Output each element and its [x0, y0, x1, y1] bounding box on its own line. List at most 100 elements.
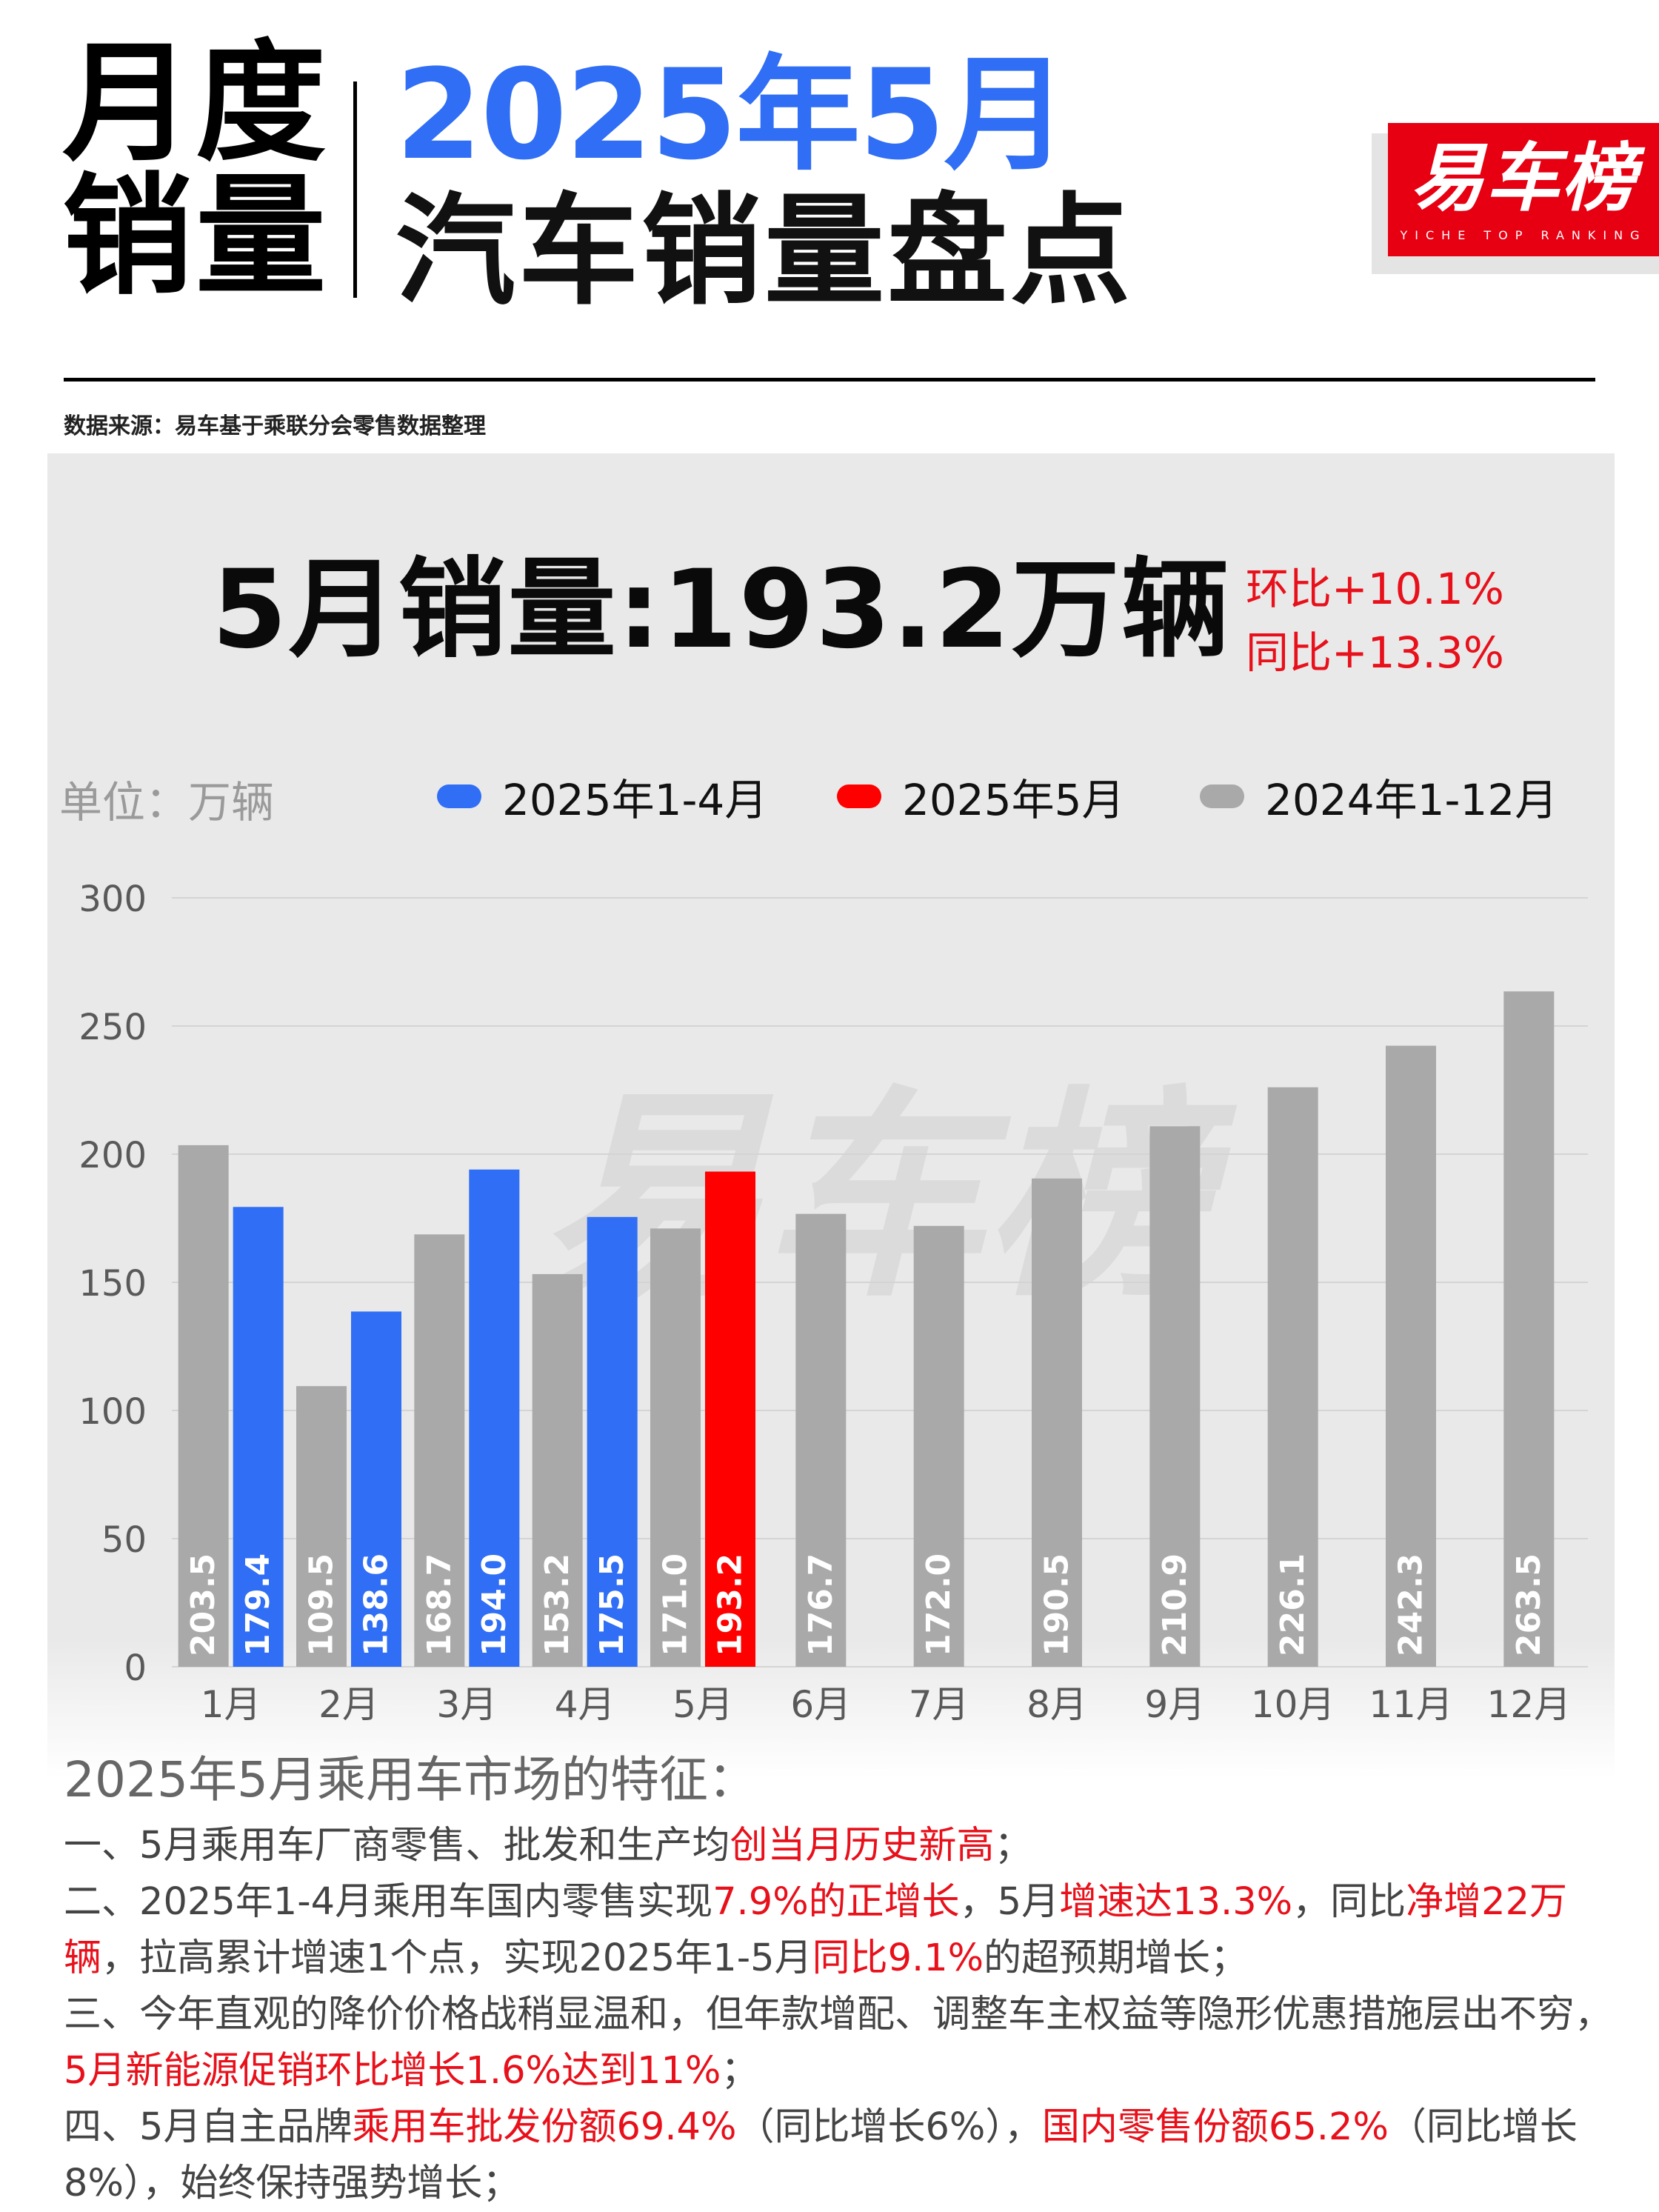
note-text: 二、2025年1-4月乘用车国内零售实现 [64, 1880, 713, 1924]
bar-value-label: 179.4 [239, 1553, 277, 1656]
note-text: 的超预期增长； [984, 1936, 1249, 1980]
bar [296, 1386, 347, 1667]
y-tick-label: 200 [79, 1135, 147, 1176]
header-left-line2: 销量 [62, 161, 330, 313]
note-text: ，5月 [959, 1880, 1060, 1924]
note-text: ，拉高累计增速1个点，实现2025年1-5月 [101, 1936, 812, 1980]
bar-value-label: 153.2 [538, 1553, 576, 1656]
legend-label: 2025年1-4月 [502, 775, 768, 825]
y-tick-label: 100 [79, 1391, 147, 1433]
note-text: （同比增长8%），始终保持强势增长； [64, 2105, 1578, 2205]
header-title: 2025年5月 汽车销量盘点 [395, 44, 1133, 319]
legend-item-2025-jan-apr: 2025年1-4月 [437, 770, 767, 825]
x-tick-label: 8月 [1027, 1683, 1087, 1726]
note-text: （同比增长6%）， [736, 2105, 1042, 2149]
x-tick-label: 12月 [1487, 1683, 1572, 1726]
bar-value-label: 242.3 [1392, 1553, 1430, 1656]
bar [1149, 1126, 1201, 1667]
note-highlight: 5月新能源促销环比增长1.6%达到11% [64, 2049, 721, 2093]
bar [351, 1311, 401, 1667]
watermark-text: 易车榜 [541, 1068, 1238, 1327]
mom-growth: 环比+10.1% [1246, 564, 1504, 614]
x-tick-label: 10月 [1251, 1683, 1335, 1726]
bar-value-label: 176.7 [802, 1553, 840, 1656]
note-text: 一、5月乘用车厂商零售、批发和生产均 [64, 1824, 730, 1868]
bar [1503, 991, 1555, 1667]
x-tick-label: 11月 [1369, 1683, 1453, 1726]
note-item: 一、5月乘用车厂商零售、批发和生产均创当月历史新高； [64, 1818, 1626, 1874]
bar-value-label: 226.1 [1274, 1553, 1312, 1656]
bar [587, 1216, 638, 1667]
note-highlight: 7.9%的正增长 [712, 1880, 960, 1924]
bar [414, 1234, 465, 1667]
bar-value-label: 168.7 [421, 1553, 458, 1656]
data-source: 数据来源：易车基于乘联分会零售数据整理 [64, 413, 486, 439]
bar [178, 1145, 229, 1667]
header-rule [64, 378, 1595, 382]
legend-label: 2025年5月 [902, 775, 1125, 825]
bar [469, 1169, 520, 1667]
note-highlight: 国内零售份额65.2% [1041, 2105, 1389, 2149]
unit-label: 单位：万辆 [59, 777, 275, 827]
y-tick-label: 250 [79, 1007, 147, 1048]
bar [1386, 1045, 1436, 1667]
bar [795, 1213, 847, 1667]
note-text: ； [721, 2049, 759, 2093]
sales-headline: 5月销量:193.2万辆 [212, 547, 1231, 673]
bar-value-label: 203.5 [184, 1553, 222, 1656]
bar [705, 1171, 755, 1667]
growth-stats: 环比+10.1% 同比+13.3% [1246, 557, 1504, 684]
header-title-main: 汽车销量盘点 [395, 182, 1133, 322]
legend-swatch-red [837, 784, 881, 808]
legend-item-2024: 2024年1-12月 [1200, 770, 1558, 825]
note-item: 四、5月自主品牌乘用车批发份额69.4%（同比增长6%），国内零售份额65.2%… [64, 2099, 1626, 2212]
note-highlight: 同比9.1% [812, 1936, 984, 1980]
header-divider [353, 81, 357, 298]
note-highlight: 净增22万辆 [64, 1880, 1568, 1980]
yoy-growth: 同比+13.3% [1246, 627, 1504, 678]
y-tick-label: 300 [79, 879, 147, 920]
bar [532, 1273, 583, 1667]
bar-value-label: 109.5 [303, 1553, 341, 1656]
bar-value-label: 171.0 [657, 1553, 695, 1656]
logo-text: 易车榜 [1410, 135, 1637, 221]
x-tick-label: 1月 [201, 1683, 261, 1726]
bar [233, 1207, 284, 1667]
x-tick-label: 2月 [318, 1683, 379, 1726]
legend-swatch-blue [437, 784, 481, 808]
x-tick-label: 6月 [790, 1683, 851, 1726]
legend-item-2025-may: 2025年5月 [837, 770, 1125, 825]
bar [1267, 1087, 1318, 1667]
x-tick-label: 3月 [436, 1683, 497, 1726]
bar-value-label: 175.5 [593, 1553, 631, 1656]
y-tick-label: 0 [124, 1648, 147, 1689]
note-item: 三、今年直观的降价价格战稍显温和，但年款增配、调整车主权益等隐形优惠措施层出不穷… [64, 1987, 1626, 2099]
note-item: 二、2025年1-4月乘用车国内零售实现7.9%的正增长，5月增速达13.3%，… [64, 1874, 1626, 1987]
brand-logo: 易车榜 YICHE TOP RANKING [1388, 123, 1659, 256]
bar-value-label: 263.5 [1510, 1553, 1548, 1656]
bar-value-label: 210.9 [1156, 1553, 1194, 1656]
x-tick-label: 5月 [672, 1683, 733, 1726]
note-text: ，同比 [1292, 1880, 1406, 1924]
header-left-line1: 月度 [62, 27, 330, 179]
header-title-date: 2025年5月 [395, 42, 1068, 187]
bar-value-label: 172.0 [920, 1553, 958, 1656]
x-tick-label: 7月 [909, 1683, 969, 1726]
y-tick-label: 150 [79, 1263, 147, 1305]
header-left: 月度 销量 [62, 37, 329, 304]
bar [650, 1228, 701, 1667]
notes-heading: 2025年5月乘用车市场的特征： [64, 1751, 757, 1808]
note-highlight: 创当月历史新高 [730, 1824, 995, 1868]
bar-value-label: 138.6 [358, 1553, 395, 1656]
y-tick-label: 50 [101, 1519, 147, 1561]
bar [913, 1225, 964, 1667]
note-text: ； [994, 1824, 1032, 1868]
x-tick-label: 9月 [1144, 1683, 1205, 1726]
bar-value-label: 190.5 [1038, 1553, 1076, 1656]
legend-swatch-gray [1200, 784, 1244, 808]
bar-value-label: 193.2 [712, 1553, 750, 1656]
note-highlight: 增速达13.3% [1059, 1880, 1293, 1924]
note-highlight: 乘用车批发份额69.4% [352, 2105, 737, 2149]
bar [1032, 1178, 1082, 1667]
